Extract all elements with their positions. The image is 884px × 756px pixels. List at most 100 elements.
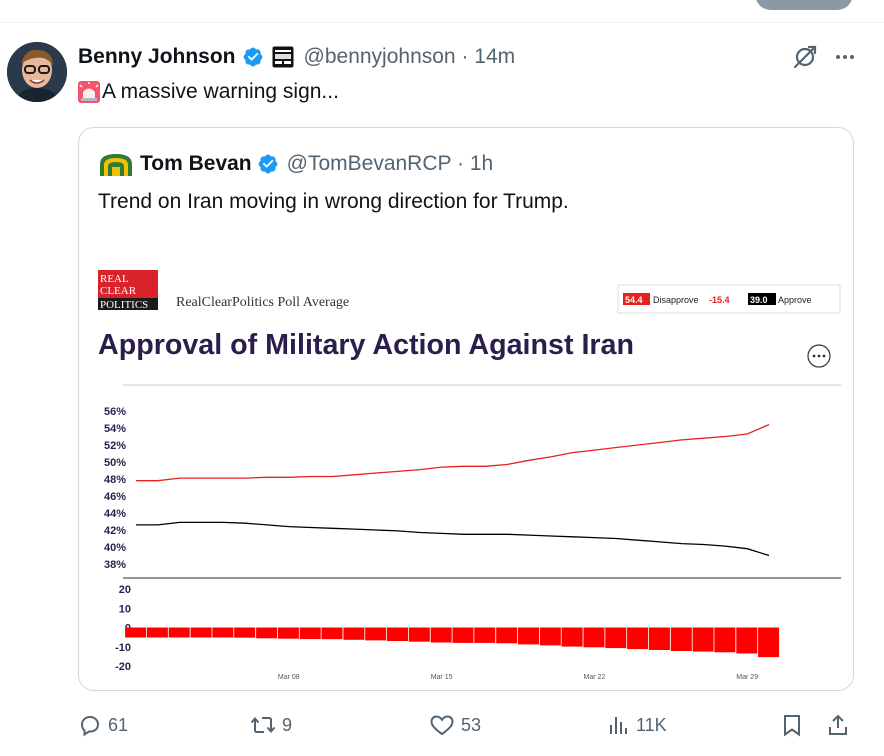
spread-bar bbox=[125, 627, 147, 638]
chart-menu-button[interactable] bbox=[807, 344, 831, 368]
share-button[interactable] bbox=[826, 706, 850, 744]
line-y-tick-label: 56% bbox=[104, 406, 126, 418]
spread-bar bbox=[299, 627, 321, 640]
line-y-axis: 56% 54% 52% 50% 48% 46% 44% 42% 40% 38% bbox=[104, 406, 126, 571]
spread-bar bbox=[146, 627, 168, 638]
avatar-image bbox=[7, 42, 67, 102]
x-axis: Mar 08 Mar 15 Mar 22 Mar 29 bbox=[278, 674, 758, 681]
repost-button[interactable]: 9 bbox=[250, 706, 292, 744]
spread-bars bbox=[125, 627, 780, 658]
spread-bar bbox=[518, 627, 539, 645]
spread-bar bbox=[452, 627, 474, 643]
bar-y-tick-label: 10 bbox=[119, 603, 131, 615]
series-line-disapprove bbox=[136, 424, 770, 482]
legend-disapprove-value: 54.4 bbox=[625, 295, 643, 305]
spread-bar bbox=[365, 627, 387, 641]
spread-bar bbox=[583, 627, 605, 648]
spread-bar bbox=[343, 627, 365, 640]
author-name[interactable]: Benny Johnson bbox=[78, 45, 236, 68]
spread-bar bbox=[234, 627, 256, 638]
quoted-text: Trend on Iran moving in wrong direction … bbox=[98, 190, 569, 213]
post-header: Benny Johnson @bennyjohnson · 14m bbox=[78, 42, 515, 72]
bookmark-icon bbox=[784, 715, 800, 737]
spread-bar bbox=[256, 627, 278, 639]
spread-bar bbox=[539, 627, 561, 646]
spread-bar bbox=[387, 627, 408, 641]
legend-disapprove-label: Disapprove bbox=[653, 295, 699, 305]
post-header-actions bbox=[792, 42, 856, 72]
chart-title: Approval of Military Action Against Iran bbox=[98, 329, 634, 361]
quoted-author-name[interactable]: Tom Bevan bbox=[140, 152, 252, 175]
affiliate-badge-icon[interactable] bbox=[272, 46, 294, 68]
rcp-logo: REAL CLEAR POLITICS bbox=[98, 270, 158, 311]
post-actions: 61 9 53 11K bbox=[78, 706, 858, 744]
bar-y-tick-label: -20 bbox=[115, 661, 131, 673]
bookmark-button[interactable] bbox=[780, 706, 804, 744]
spread-bar bbox=[692, 627, 714, 652]
spread-bar bbox=[190, 627, 212, 638]
spread-bar bbox=[277, 627, 299, 639]
spread-bar bbox=[714, 627, 736, 653]
repost-icon bbox=[250, 716, 276, 734]
quoted-verified-badge-icon[interactable] bbox=[257, 153, 279, 175]
line-y-tick-label: 54% bbox=[104, 423, 126, 435]
author-handle[interactable]: @bennyjohnson bbox=[303, 45, 456, 68]
legend-approve-value: 39.0 bbox=[750, 295, 768, 305]
spread-bar bbox=[496, 627, 518, 644]
share-icon bbox=[829, 714, 847, 735]
spread-bar bbox=[627, 627, 649, 650]
quoted-avatar-icon[interactable] bbox=[98, 150, 134, 178]
spread-bar bbox=[474, 627, 496, 643]
spread-bar bbox=[605, 627, 627, 649]
reply-button[interactable]: 61 bbox=[78, 706, 128, 744]
line-y-tick-label: 52% bbox=[104, 440, 126, 452]
bar-y-tick-label: 20 bbox=[119, 584, 131, 596]
spread-bar bbox=[212, 627, 234, 638]
spread-bar bbox=[561, 627, 583, 647]
like-count: 53 bbox=[461, 714, 482, 735]
spread-bar bbox=[670, 627, 692, 651]
series-line-approve bbox=[136, 521, 770, 557]
quoted-post-header: Tom Bevan @TomBevanRCP · 1h bbox=[98, 150, 493, 178]
avatar[interactable] bbox=[7, 42, 67, 102]
spread-bar bbox=[321, 627, 343, 640]
quoted-post[interactable]: Tom Bevan @TomBevanRCP · 1h Trend on Ira… bbox=[78, 127, 854, 691]
logo-line-2: CLEAR bbox=[100, 285, 137, 297]
x-tick-label: Mar 15 bbox=[431, 674, 453, 681]
legend-spread: -15.4 bbox=[709, 295, 730, 305]
line-y-tick-label: 44% bbox=[104, 508, 126, 520]
views-button[interactable]: 11K bbox=[608, 706, 667, 744]
quoted-handle[interactable]: @TomBevanRCP bbox=[286, 152, 452, 175]
line-y-tick-label: 42% bbox=[104, 525, 126, 537]
poll-lines bbox=[136, 424, 770, 557]
grok-icon[interactable] bbox=[792, 44, 818, 70]
chart-source: RealClearPolitics Poll Average bbox=[176, 295, 349, 310]
line-y-tick-label: 46% bbox=[104, 491, 126, 503]
verified-badge-icon[interactable] bbox=[242, 46, 264, 68]
show-more-button[interactable] bbox=[755, 0, 853, 10]
like-button[interactable]: 53 bbox=[429, 706, 481, 744]
reply-icon bbox=[80, 715, 100, 737]
logo-line-1: REAL bbox=[100, 273, 129, 285]
reply-count: 61 bbox=[108, 714, 129, 735]
post-time[interactable]: 14m bbox=[474, 45, 516, 68]
spread-bar bbox=[168, 627, 190, 638]
legend-approve-label: Approve bbox=[778, 295, 812, 305]
more-options-icon[interactable] bbox=[834, 46, 856, 68]
handle-time: @bennyjohnson · 14m bbox=[303, 45, 516, 68]
view-count: 11K bbox=[636, 714, 667, 735]
spread-bar bbox=[736, 627, 758, 654]
line-y-tick-label: 48% bbox=[104, 474, 126, 486]
heart-icon bbox=[430, 715, 454, 736]
line-y-tick-label: 40% bbox=[104, 542, 126, 554]
x-tick-label: Mar 08 bbox=[278, 674, 300, 681]
logo-line-3: POLITICS bbox=[100, 299, 148, 311]
siren-emoji-icon bbox=[78, 81, 100, 103]
repost-count: 9 bbox=[282, 714, 293, 735]
quoted-time[interactable]: 1h bbox=[469, 152, 494, 175]
x-tick-label: Mar 22 bbox=[584, 674, 606, 681]
analytics-icon bbox=[610, 717, 627, 734]
post-text: A massive warning sign... bbox=[78, 80, 339, 104]
line-y-tick-label: 38% bbox=[104, 559, 126, 571]
poll-chart[interactable]: REAL CLEAR POLITICS RealClearPolitics Po… bbox=[79, 248, 854, 688]
